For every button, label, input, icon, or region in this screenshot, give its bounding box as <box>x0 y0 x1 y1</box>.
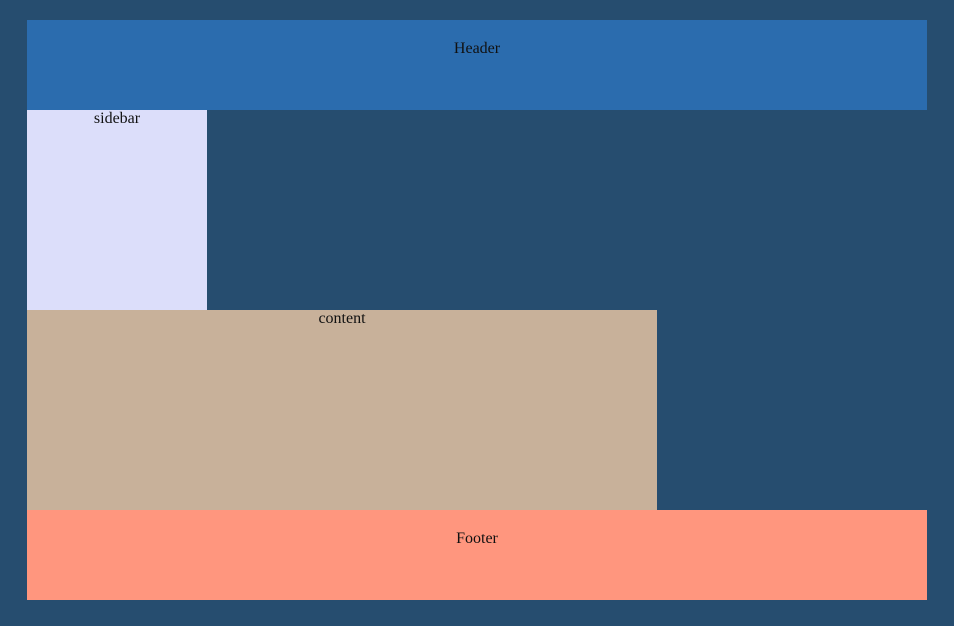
content-area: content <box>27 310 657 510</box>
header: Header <box>27 20 927 110</box>
footer: Footer <box>27 510 927 600</box>
content-label: content <box>318 310 366 327</box>
sidebar-label: sidebar <box>93 110 141 127</box>
footer-label: Footer <box>456 530 498 547</box>
header-label: Header <box>453 40 501 57</box>
sidebar: sidebar <box>27 110 207 310</box>
